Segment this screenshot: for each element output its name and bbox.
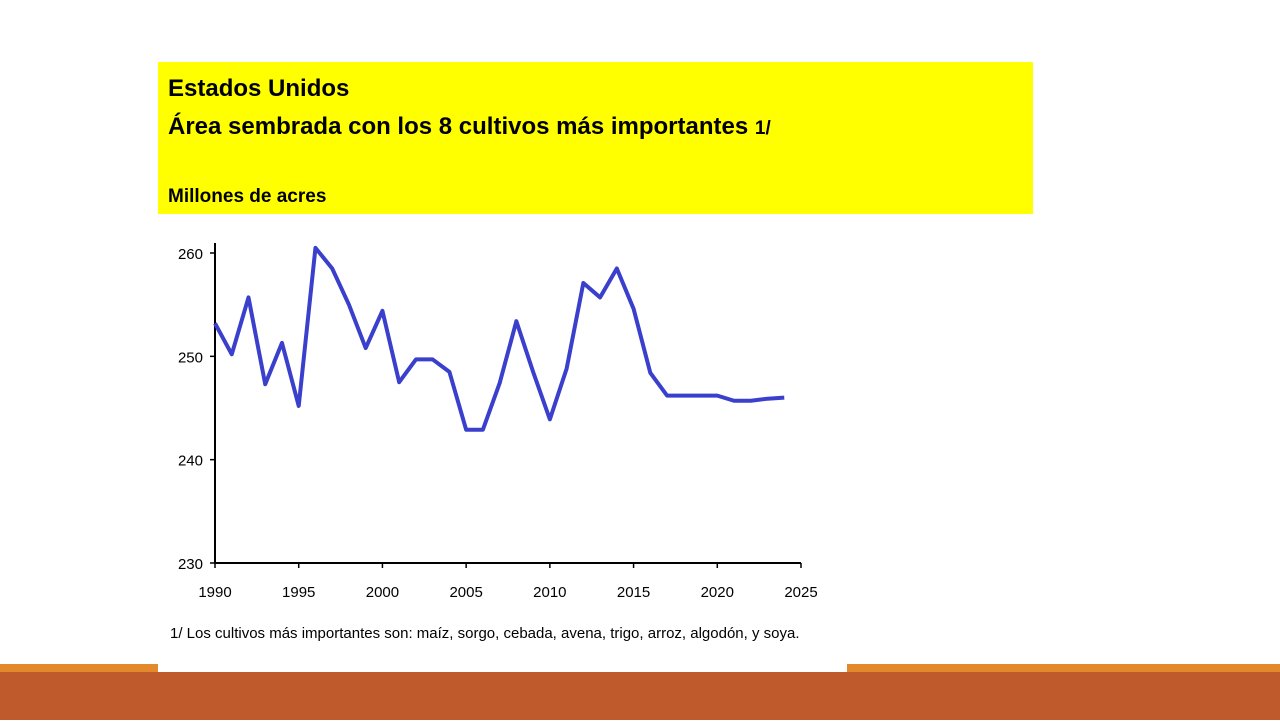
x-tick-label: 2000 [366, 584, 399, 601]
x-tick-label: 2010 [533, 584, 566, 601]
chart-title: Área sembrada con los 8 cultivos más imp… [168, 112, 771, 140]
y-tick-label: 260 [178, 246, 203, 263]
chart-subtitle: Millones de acres [168, 186, 326, 207]
x-tick-label: 1995 [282, 584, 315, 601]
footer-band [0, 672, 1280, 720]
x-tick-label: 2025 [784, 584, 817, 601]
chart-title: Estados Unidos [168, 75, 349, 102]
y-tick-label: 250 [178, 349, 203, 366]
title-box [158, 62, 1033, 214]
x-tick-label: 2005 [449, 584, 482, 601]
y-tick-label: 240 [178, 453, 203, 470]
x-tick-label: 2020 [701, 584, 734, 601]
footnote: 1/ Los cultivos más importantes son: maí… [170, 625, 800, 642]
x-tick-label: 2015 [617, 584, 650, 601]
title-line: Área sembrada con los 8 cultivos más imp… [168, 112, 748, 140]
x-tick-label: 1990 [198, 584, 231, 601]
data-line [213, 245, 785, 432]
y-tick-label: 230 [178, 556, 203, 573]
title-note: 1/ [755, 118, 772, 139]
content-panel [158, 660, 847, 672]
